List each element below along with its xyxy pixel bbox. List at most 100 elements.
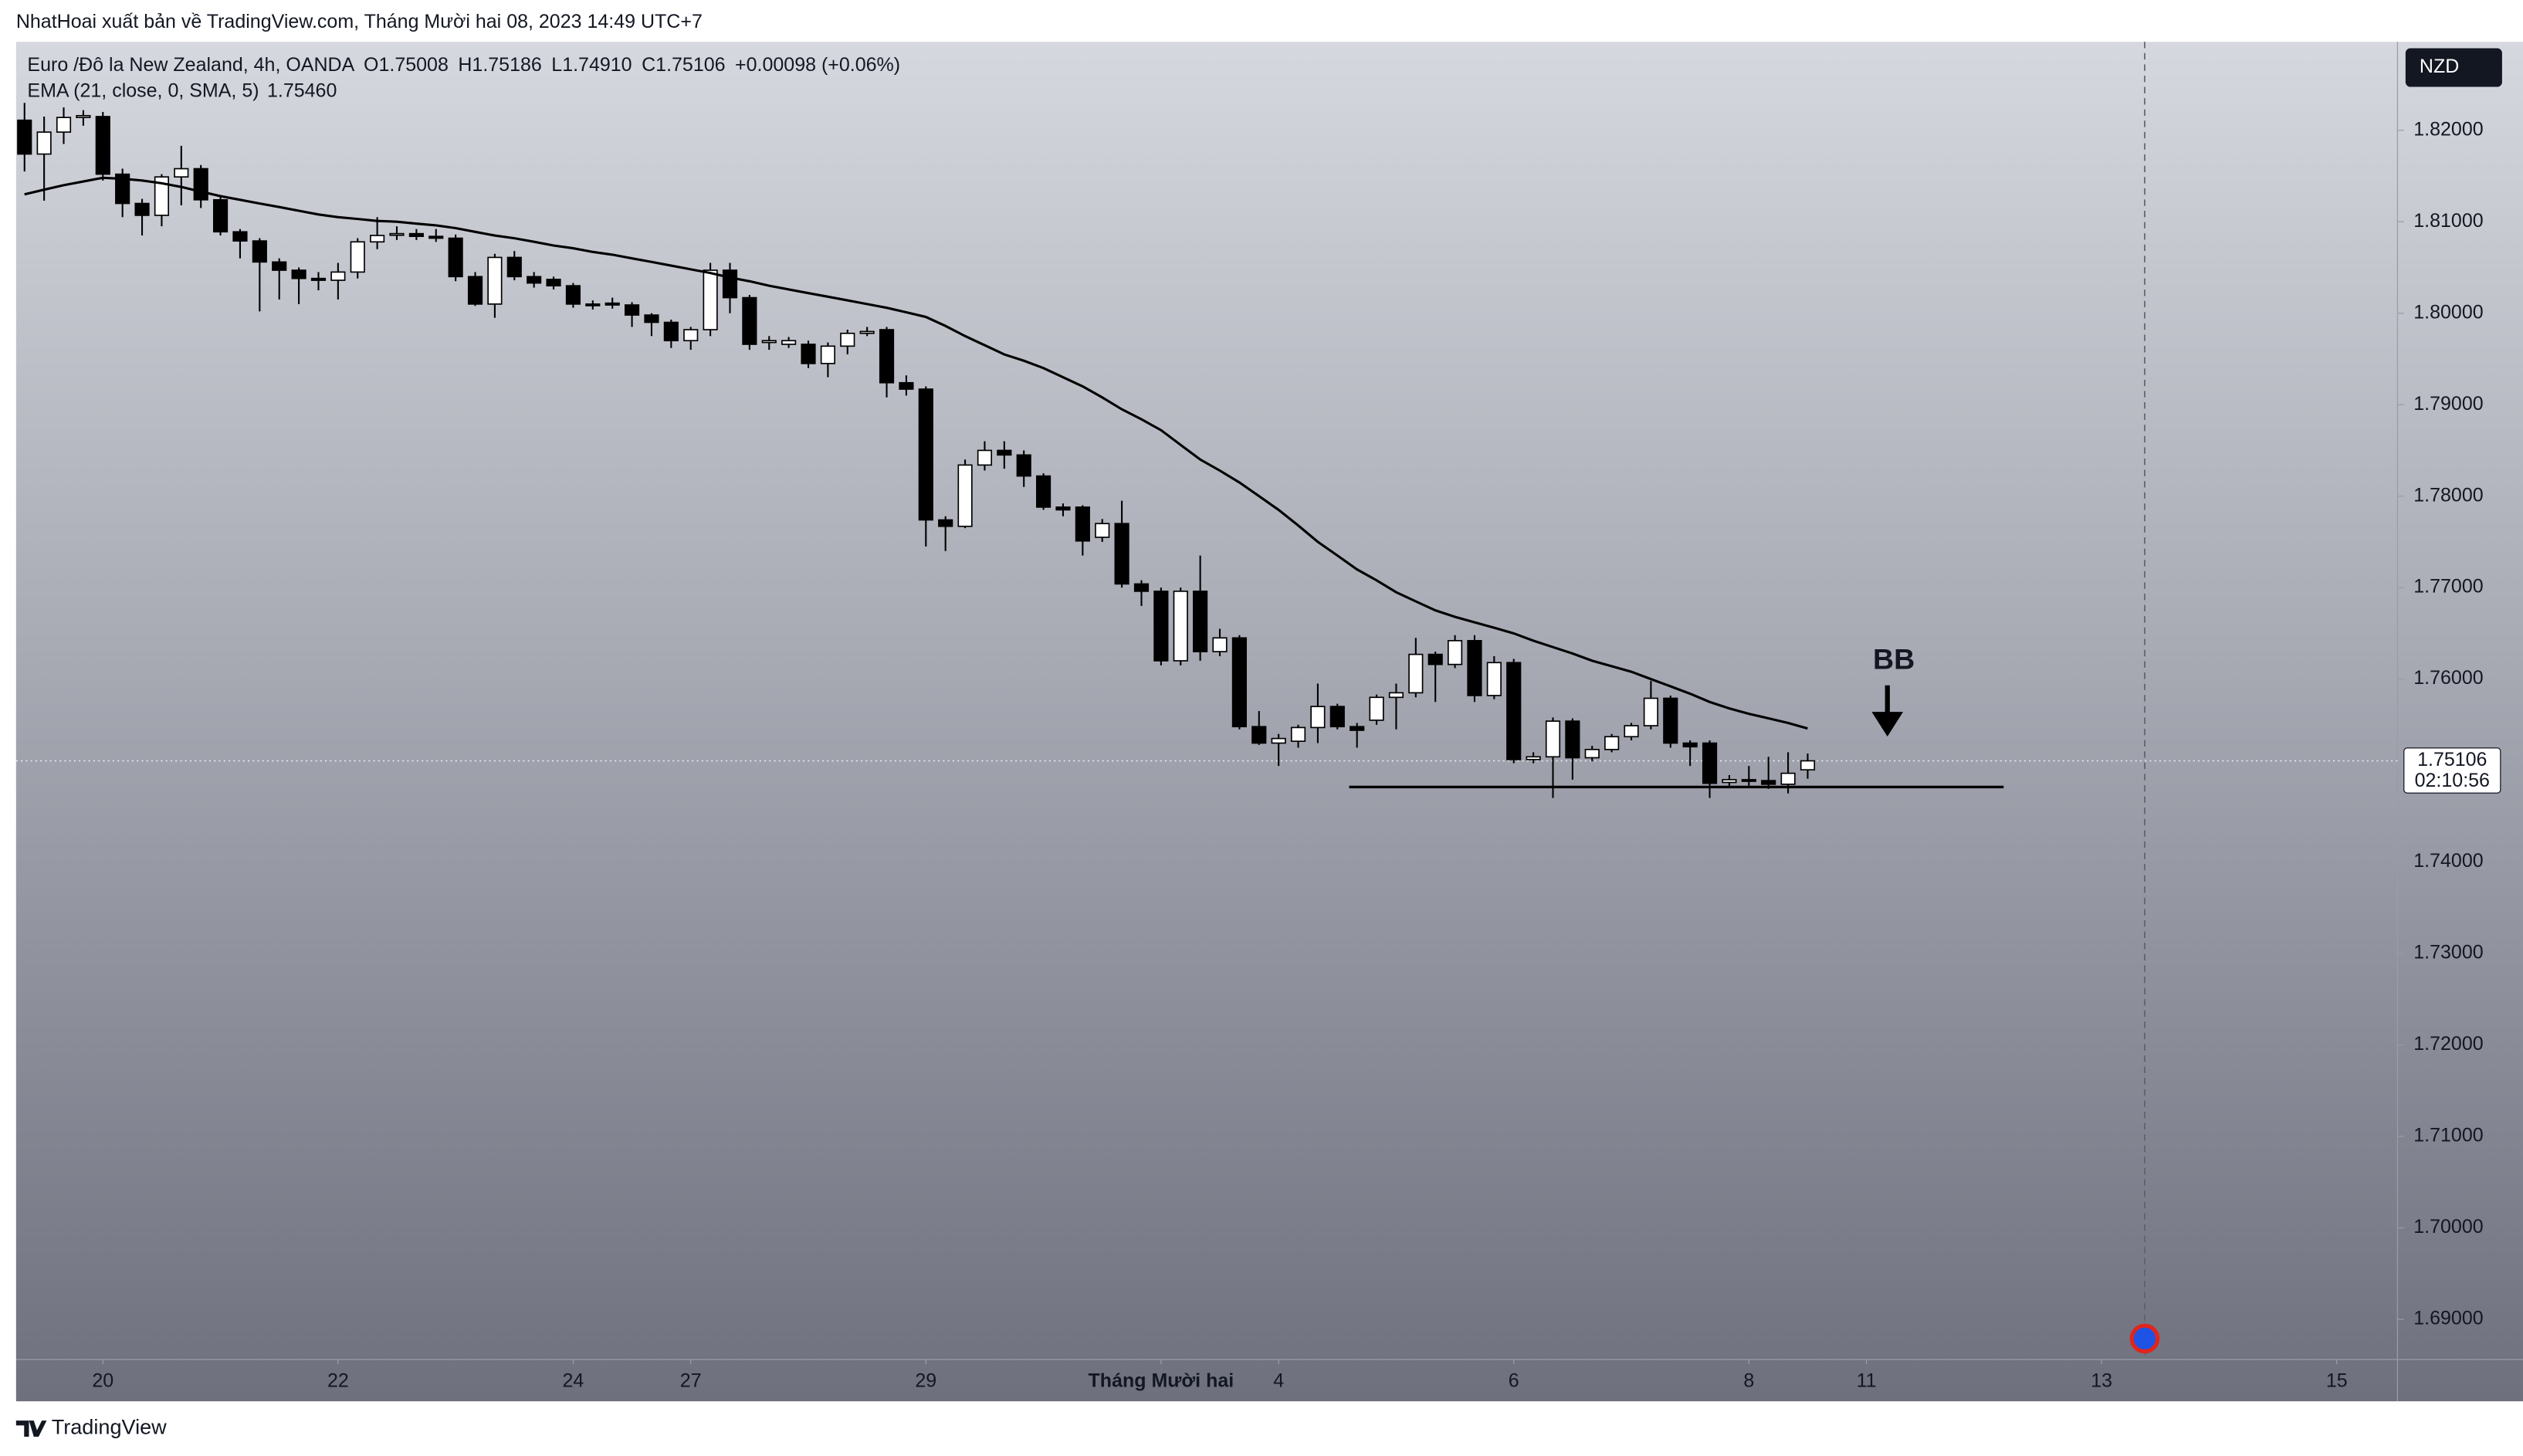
candle-body <box>408 232 424 238</box>
y-tick-label: 1.72000 <box>2413 1033 2483 1055</box>
candle-body <box>879 329 895 384</box>
x-tick-label: 27 <box>680 1370 702 1392</box>
y-tick-label: 1.78000 <box>2413 484 2483 506</box>
x-tick-label: 11 <box>1857 1370 1877 1392</box>
y-tick-label: 1.73000 <box>2413 942 2483 963</box>
candle-body <box>1271 737 1286 744</box>
candle-body <box>154 176 170 216</box>
candle-body <box>1055 506 1071 511</box>
candle-body <box>467 276 483 305</box>
ema-line <box>24 176 1808 730</box>
candle-body <box>565 285 581 305</box>
annotation: BB <box>1873 642 1915 675</box>
candle-body <box>1427 653 1443 665</box>
candle-body <box>291 269 306 279</box>
ohlc-label: L1.74910 <box>551 54 632 76</box>
x-tick-label: 6 <box>1509 1370 1519 1392</box>
candle-body <box>1800 760 1816 770</box>
header: NhatHoai xuất bản về TradingView.com, Th… <box>16 11 703 32</box>
candle-body <box>722 269 738 299</box>
candle-body <box>1075 506 1090 542</box>
footer: TradingView <box>52 1415 167 1439</box>
candle-body <box>1016 454 1031 477</box>
candle-body <box>957 464 973 527</box>
candle-body <box>585 303 601 306</box>
candle-body <box>310 277 327 281</box>
candle-body <box>527 276 542 284</box>
ohlc-label: O1.75008 <box>364 54 449 76</box>
x-tick-label: 8 <box>1743 1370 1754 1392</box>
candle-body <box>1369 696 1384 721</box>
arrow <box>1871 685 1904 737</box>
candle-body <box>761 340 777 344</box>
candle-body <box>1584 749 1600 759</box>
candle-body <box>1388 692 1404 699</box>
x-tick-label: 29 <box>915 1370 936 1392</box>
candle-body <box>624 304 640 316</box>
y-tick-label: 1.81000 <box>2413 210 2483 232</box>
candle-body <box>212 198 229 233</box>
candle-body <box>546 279 561 286</box>
candle-body <box>1486 662 1502 696</box>
candle-body <box>1095 523 1110 538</box>
y-tick-label: 1.80000 <box>2413 301 2483 323</box>
candle-body <box>1604 736 1620 750</box>
candle-body <box>272 261 287 271</box>
candle-body <box>801 344 816 364</box>
candle-body <box>605 302 620 306</box>
y-tick-label: 1.74000 <box>2413 850 2483 872</box>
candle-body <box>1408 653 1424 694</box>
candle-body <box>1133 583 1150 592</box>
candle-body <box>252 240 267 263</box>
y-tick-label: 1.69000 <box>2413 1308 2483 1329</box>
candle-body <box>1231 637 1247 728</box>
candle-body <box>95 116 110 175</box>
candle-body <box>1193 591 1208 652</box>
candle-body <box>1643 697 1658 726</box>
x-tick-label: 20 <box>92 1370 113 1392</box>
candle-body <box>1545 720 1561 758</box>
candle-body <box>1526 756 1541 760</box>
candle-body <box>918 388 933 521</box>
candle-body <box>389 232 405 236</box>
candle-body <box>428 235 444 239</box>
candle-body <box>1780 772 1796 785</box>
currency-box[interactable] <box>2405 48 2502 87</box>
symbol: Euro /Đô la New Zealand, 4h, OANDA <box>27 54 354 76</box>
currency[interactable]: NZD <box>2420 56 2459 77</box>
candle-body <box>487 256 503 305</box>
ohlc-label: +0.00098 (+0.06%) <box>735 54 900 76</box>
candle-body <box>1251 726 1267 744</box>
ohlc-label: C1.75106 <box>642 54 725 76</box>
candle-body <box>193 168 208 201</box>
y-tick-label: 1.70000 <box>2413 1216 2483 1238</box>
x-tick-label: 15 <box>2326 1370 2348 1392</box>
candle-body <box>232 231 248 242</box>
price-label-box <box>2403 747 2501 794</box>
candle-body <box>1682 742 1698 748</box>
candle-body <box>1761 780 1776 785</box>
candle-body <box>1448 640 1463 665</box>
candle-body <box>115 173 130 205</box>
candle-body <box>703 269 718 330</box>
candle-body <box>1702 742 1718 784</box>
candle-body <box>76 114 91 118</box>
y-tick-label: 1.82000 <box>2413 118 2483 140</box>
candle-body <box>1290 726 1306 743</box>
candle-body <box>36 131 52 155</box>
x-tick-label: 22 <box>327 1370 349 1392</box>
candle-body <box>663 321 679 342</box>
candle-body <box>370 235 385 243</box>
candle-body <box>1153 591 1169 662</box>
event-icon <box>2129 1323 2160 1354</box>
y-tick-label: 1.79000 <box>2413 393 2483 415</box>
candle-body <box>1741 779 1756 782</box>
countdown: 02:10:56 <box>2415 770 2490 791</box>
candle-body <box>644 314 659 323</box>
candle-body <box>350 241 365 273</box>
candle-body <box>820 345 835 364</box>
candle-body <box>683 329 699 342</box>
candle-body <box>1035 475 1052 508</box>
